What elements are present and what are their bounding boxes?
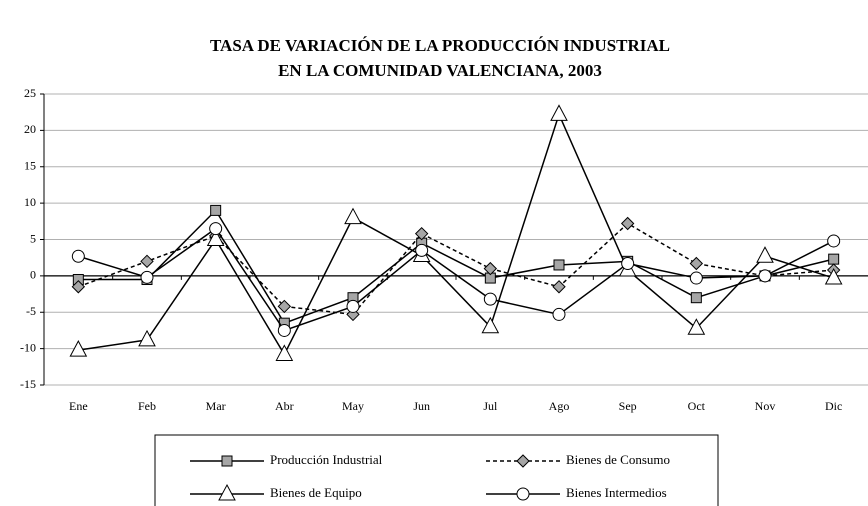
marker	[516, 487, 530, 501]
marker	[552, 307, 566, 321]
x-tick-label: Dic	[825, 399, 842, 413]
marker	[414, 226, 429, 241]
marker	[275, 344, 294, 361]
legend-label: Bienes de Equipo	[270, 485, 362, 500]
x-tick-label: May	[342, 399, 364, 413]
marker	[71, 280, 86, 294]
marker	[344, 207, 362, 225]
x-tick-label: Ene	[69, 399, 88, 413]
marker	[553, 259, 565, 271]
marker	[516, 454, 530, 468]
marker	[824, 267, 843, 285]
marker	[483, 292, 497, 306]
y-tick-label: 0	[30, 268, 36, 282]
marker	[140, 270, 154, 284]
x-tick-label: Jun	[413, 399, 430, 413]
marker	[620, 216, 635, 231]
marker	[218, 483, 236, 501]
marker	[210, 204, 222, 216]
marker	[277, 323, 291, 337]
legend-label: Bienes Intermedios	[566, 485, 667, 500]
marker	[687, 318, 706, 335]
legend-label: Producción Industrial	[270, 452, 383, 467]
marker	[481, 316, 500, 334]
y-tick-label: -10	[20, 340, 36, 354]
x-tick-label: Oct	[688, 399, 706, 413]
legend-label: Bienes de Consumo	[566, 452, 670, 467]
y-tick-label: 15	[24, 159, 36, 173]
x-tick-label: Nov	[755, 399, 776, 413]
marker	[71, 249, 85, 263]
marker	[415, 243, 429, 257]
marker	[689, 256, 704, 271]
chart-title: EN LA COMUNIDAD VALENCIANA, 2003	[278, 61, 602, 80]
series-line	[78, 222, 834, 316]
marker	[758, 269, 772, 283]
marker	[206, 229, 225, 246]
marker	[346, 299, 360, 313]
marker	[140, 254, 154, 269]
marker	[209, 222, 223, 236]
y-tick-label: -5	[26, 304, 36, 318]
marker	[827, 234, 841, 248]
y-tick-label: 25	[24, 86, 36, 100]
marker	[550, 104, 568, 121]
series-line	[78, 209, 834, 325]
marker	[552, 280, 566, 294]
marker	[621, 257, 635, 271]
x-tick-label: Sep	[619, 399, 637, 413]
marker	[690, 292, 702, 304]
x-tick-label: Mar	[206, 399, 226, 413]
marker	[483, 261, 498, 276]
marker	[69, 340, 88, 357]
x-tick-label: Ago	[549, 399, 570, 413]
y-tick-label: 5	[30, 231, 36, 245]
x-tick-label: Feb	[138, 399, 156, 413]
series-line	[78, 227, 835, 332]
marker	[221, 455, 233, 467]
series-line	[78, 112, 834, 357]
marker	[756, 246, 774, 263]
chart-title: TASA DE VARIACIÓN DE LA PRODUCCIÓN INDUS…	[210, 36, 670, 55]
y-tick-label: -15	[20, 377, 36, 391]
x-tick-label: Jul	[483, 399, 498, 413]
x-tick-label: Abr	[275, 399, 294, 413]
marker	[277, 299, 292, 314]
marker	[138, 329, 156, 347]
marker	[689, 271, 703, 285]
y-tick-label: 20	[24, 122, 36, 136]
y-tick-label: 10	[24, 195, 36, 209]
marker	[828, 253, 840, 265]
